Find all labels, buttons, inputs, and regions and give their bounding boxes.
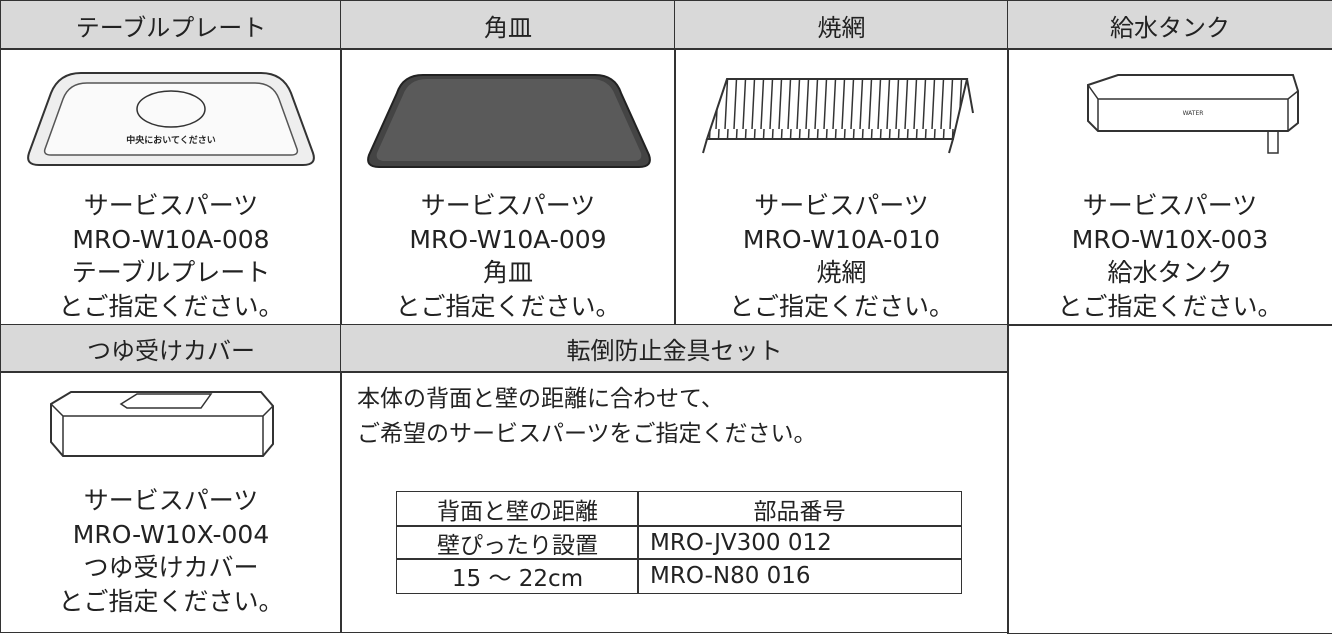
header-cell: つゆ受けカバー bbox=[0, 324, 342, 373]
cell-lines: サービスパーツ MRO-W10A-008 テーブルプレート とご指定ください。 bbox=[1, 189, 341, 323]
cell-text: 壁ぴったり設置 bbox=[437, 532, 598, 559]
cell-lines: サービスパーツ MRO-W10A-009 角皿 とご指定ください。 bbox=[341, 189, 675, 323]
header-cell: 給水タンク bbox=[1007, 0, 1332, 50]
cell-lines: サービスパーツ MRO-W10A-010 焼網 とご指定ください。 bbox=[675, 189, 1008, 323]
line: MRO-W10X-004 bbox=[72, 519, 270, 549]
line: サービスパーツ bbox=[83, 191, 259, 220]
table-plate-image: 中央においてください bbox=[27, 72, 315, 166]
line: つゆ受けカバー bbox=[83, 553, 259, 582]
cell-lines: サービスパーツ MRO-W10X-004 つゆ受けカバー とご指定ください。 bbox=[1, 484, 341, 618]
line: とご指定ください。 bbox=[58, 586, 284, 616]
cell-text: 部品番号 bbox=[753, 499, 846, 525]
image-text: WATER bbox=[1183, 110, 1204, 117]
line: とご指定ください。 bbox=[1057, 291, 1283, 321]
empty-cell bbox=[1007, 324, 1332, 634]
content-cell: WATER サービスパーツ MRO-W10X-003 給水タンク とご指定くださ… bbox=[1007, 48, 1332, 326]
line: 給水タンク bbox=[1107, 258, 1233, 287]
cell-text: MRO-JV300 012 bbox=[650, 529, 832, 556]
cell-text: MRO-N80 016 bbox=[650, 563, 811, 589]
header-cell: 転倒防止金具セット bbox=[340, 324, 1009, 373]
line: とご指定ください。 bbox=[58, 291, 284, 321]
line: テーブルプレート bbox=[71, 258, 271, 287]
line: とご指定ください。 bbox=[728, 291, 954, 321]
header-text: 転倒防止金具セット bbox=[566, 337, 783, 365]
header-cell: テーブルプレート bbox=[0, 0, 342, 50]
image-text: 中央においてください bbox=[126, 134, 215, 146]
header-cell: 角皿 bbox=[340, 0, 676, 50]
line: サービスパーツ bbox=[420, 191, 596, 220]
subtable-cell: 壁ぴったり設置 bbox=[396, 525, 639, 560]
header-text: 角皿 bbox=[484, 13, 532, 42]
water-tank-image: WATER bbox=[1087, 74, 1299, 154]
line: 本体の背面と壁の距離に合わせて、 bbox=[357, 386, 724, 412]
header-text: つゆ受けカバー bbox=[87, 337, 255, 365]
header-text: 焼網 bbox=[817, 13, 866, 42]
header-text: 給水タンク bbox=[1110, 13, 1230, 42]
subtable-cell: MRO-JV300 012 bbox=[637, 525, 962, 560]
header-cell: 焼網 bbox=[674, 0, 1009, 50]
content-cell: サービスパーツ MRO-W10A-009 角皿 とご指定ください。 bbox=[340, 48, 676, 326]
line: MRO-W10A-009 bbox=[409, 224, 607, 254]
line: MRO-W10A-010 bbox=[742, 224, 941, 254]
line: 焼網 bbox=[816, 258, 867, 287]
subtable-header: 部品番号 bbox=[637, 491, 962, 527]
subtable-cell: MRO-N80 016 bbox=[637, 558, 962, 594]
line: サービスパーツ bbox=[754, 191, 929, 220]
line: サービスパーツ bbox=[83, 486, 259, 515]
cell-text: 15 ～ 22cm bbox=[451, 566, 584, 592]
subtable-header: 背面と壁の距離 bbox=[396, 491, 639, 527]
content-cell: 中央においてください サービスパーツ MRO-W10A-008 テーブルプレート… bbox=[0, 48, 342, 326]
line: サービスパーツ bbox=[1082, 191, 1258, 220]
subtable-cell: 15 ～ 22cm bbox=[396, 558, 639, 594]
grill-rack-image bbox=[702, 78, 974, 154]
intro-text: 本体の背面と壁の距離に合わせて、 ご希望のサービスパーツをご指定ください。 bbox=[357, 382, 817, 452]
line: MRO-W10X-003 bbox=[1071, 224, 1269, 254]
content-cell: サービスパーツ MRO-W10X-004 つゆ受けカバー とご指定ください。 bbox=[0, 371, 342, 633]
content-cell: 本体の背面と壁の距離に合わせて、 ご希望のサービスパーツをご指定ください。 背面… bbox=[340, 371, 1009, 633]
cell-text: 背面と壁の距離 bbox=[437, 499, 598, 525]
line: ご希望のサービスパーツをご指定ください。 bbox=[357, 421, 817, 447]
line: MRO-W10A-008 bbox=[72, 224, 270, 254]
drip-cover-image bbox=[50, 391, 274, 457]
cell-lines: サービスパーツ MRO-W10X-003 給水タンク とご指定ください。 bbox=[1008, 189, 1332, 323]
line: とご指定ください。 bbox=[395, 291, 621, 321]
line: 角皿 bbox=[482, 258, 533, 287]
square-tray-image bbox=[367, 74, 651, 168]
header-text: テーブルプレート bbox=[75, 13, 267, 42]
content-cell: サービスパーツ MRO-W10A-010 焼網 とご指定ください。 bbox=[674, 48, 1009, 326]
